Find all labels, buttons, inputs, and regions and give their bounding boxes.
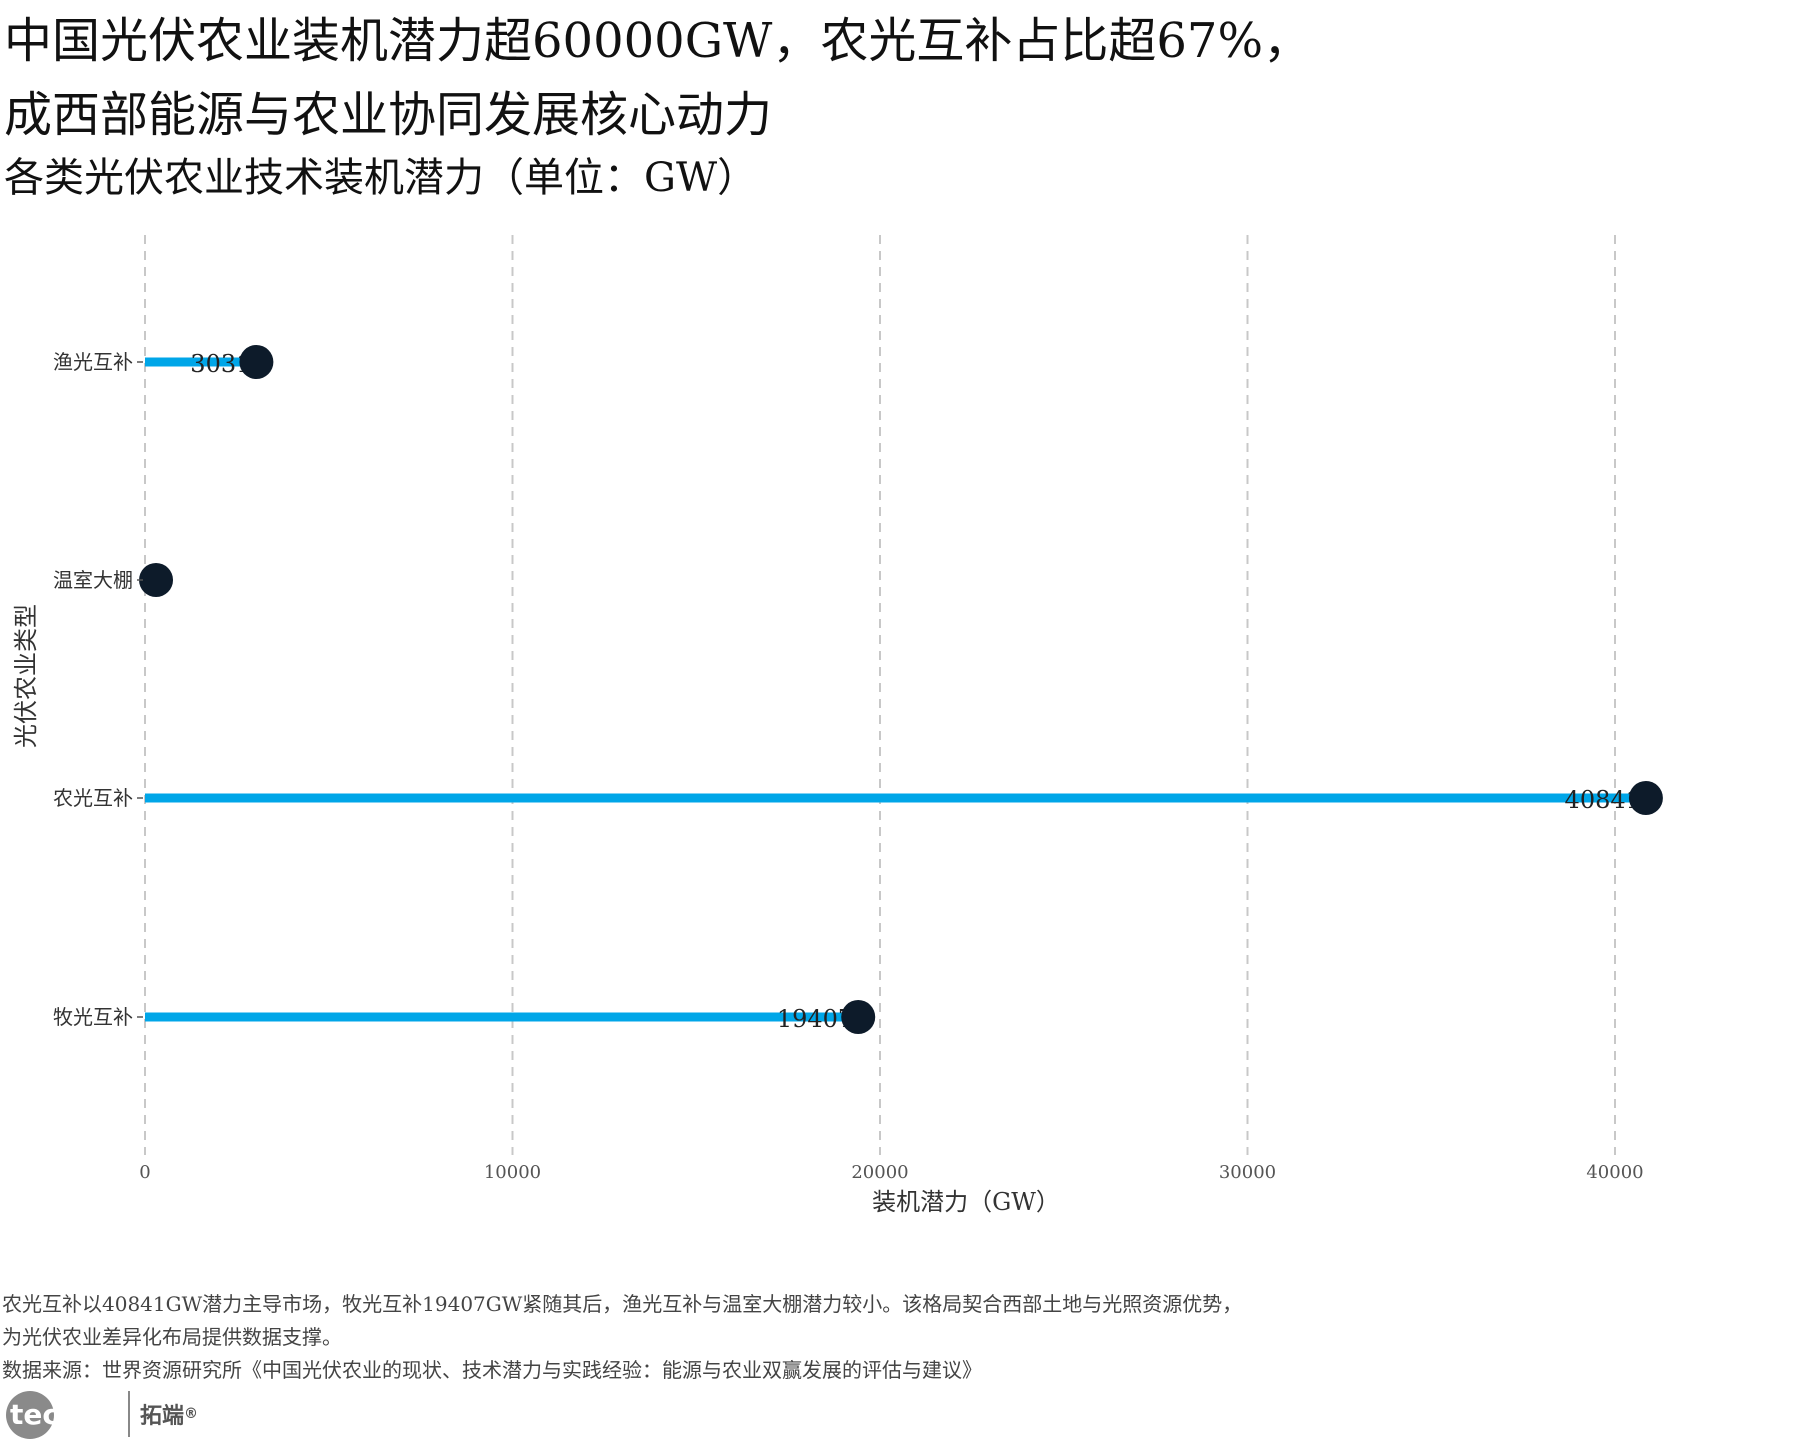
caption-line-2: 为光伏农业差异化布局提供数据支撑。 bbox=[2, 1325, 342, 1349]
data-label: 19407 bbox=[777, 1005, 853, 1033]
x-tick-label: 0 bbox=[139, 1162, 150, 1183]
x-tick-label: 40000 bbox=[1586, 1162, 1643, 1183]
brand-logo: tecdat 拓端 ® bbox=[4, 1388, 198, 1440]
x-tick-label: 20000 bbox=[851, 1162, 908, 1183]
caption-source: 数据来源：世界资源研究所《中国光伏农业的现状、技术潜力与实践经验：能源与农业双赢… bbox=[2, 1358, 982, 1382]
logo-divider bbox=[128, 1391, 130, 1437]
x-tick-label: 10000 bbox=[484, 1162, 541, 1183]
logo-registered-mark: ® bbox=[184, 1406, 199, 1422]
y-tick-label: 农光互补 bbox=[53, 786, 133, 810]
lollipop-dot bbox=[239, 345, 274, 379]
dots bbox=[139, 345, 1663, 1034]
y-tick-label: 温室大棚 bbox=[53, 568, 133, 592]
tecdat-logo-icon: tecdat bbox=[6, 1391, 111, 1439]
chart-caption: 农光互补以40841GW潜力主导市场，牧光互补19407GW紧随其后，渔光互补与… bbox=[2, 1288, 1242, 1387]
lollipop-dot bbox=[1628, 781, 1663, 815]
lollipop-dot bbox=[841, 1000, 876, 1034]
x-tick-label: 30000 bbox=[1219, 1162, 1276, 1183]
caption-line-1: 农光互补以40841GW潜力主导市场，牧光互补19407GW紧随其后，渔光互补与… bbox=[2, 1292, 1243, 1316]
x-axis-label: 装机潜力（GW） bbox=[872, 1188, 1060, 1216]
y-tick-label: 牧光互补 bbox=[53, 1005, 133, 1029]
chart-title: 中国光伏农业装机潜力超60000GW，农光互补占比超67%， 成西部能源与农业协… bbox=[4, 4, 1311, 152]
lollipop-dot bbox=[139, 563, 174, 597]
data-label: 40841 bbox=[1565, 786, 1641, 814]
logo-text: 拓端 bbox=[140, 1404, 185, 1429]
x-axis-ticks: 0 10000 20000 30000 40000 bbox=[139, 1162, 1643, 1183]
logo-mark-text: tecdat bbox=[10, 1398, 111, 1431]
bars bbox=[145, 357, 1646, 1022]
title-line-1: 中国光伏农业装机潜力超60000GW，农光互补占比超67%， bbox=[4, 13, 1312, 69]
y-axis-label: 光伏农业类型 bbox=[12, 604, 40, 748]
y-tick-label: 渔光互补 bbox=[53, 350, 133, 374]
chart-subtitle: 各类光伏农业技术装机潜力（单位：GW） bbox=[4, 155, 758, 201]
title-line-2: 成西部能源与农业协同发展核心动力 bbox=[4, 87, 773, 143]
